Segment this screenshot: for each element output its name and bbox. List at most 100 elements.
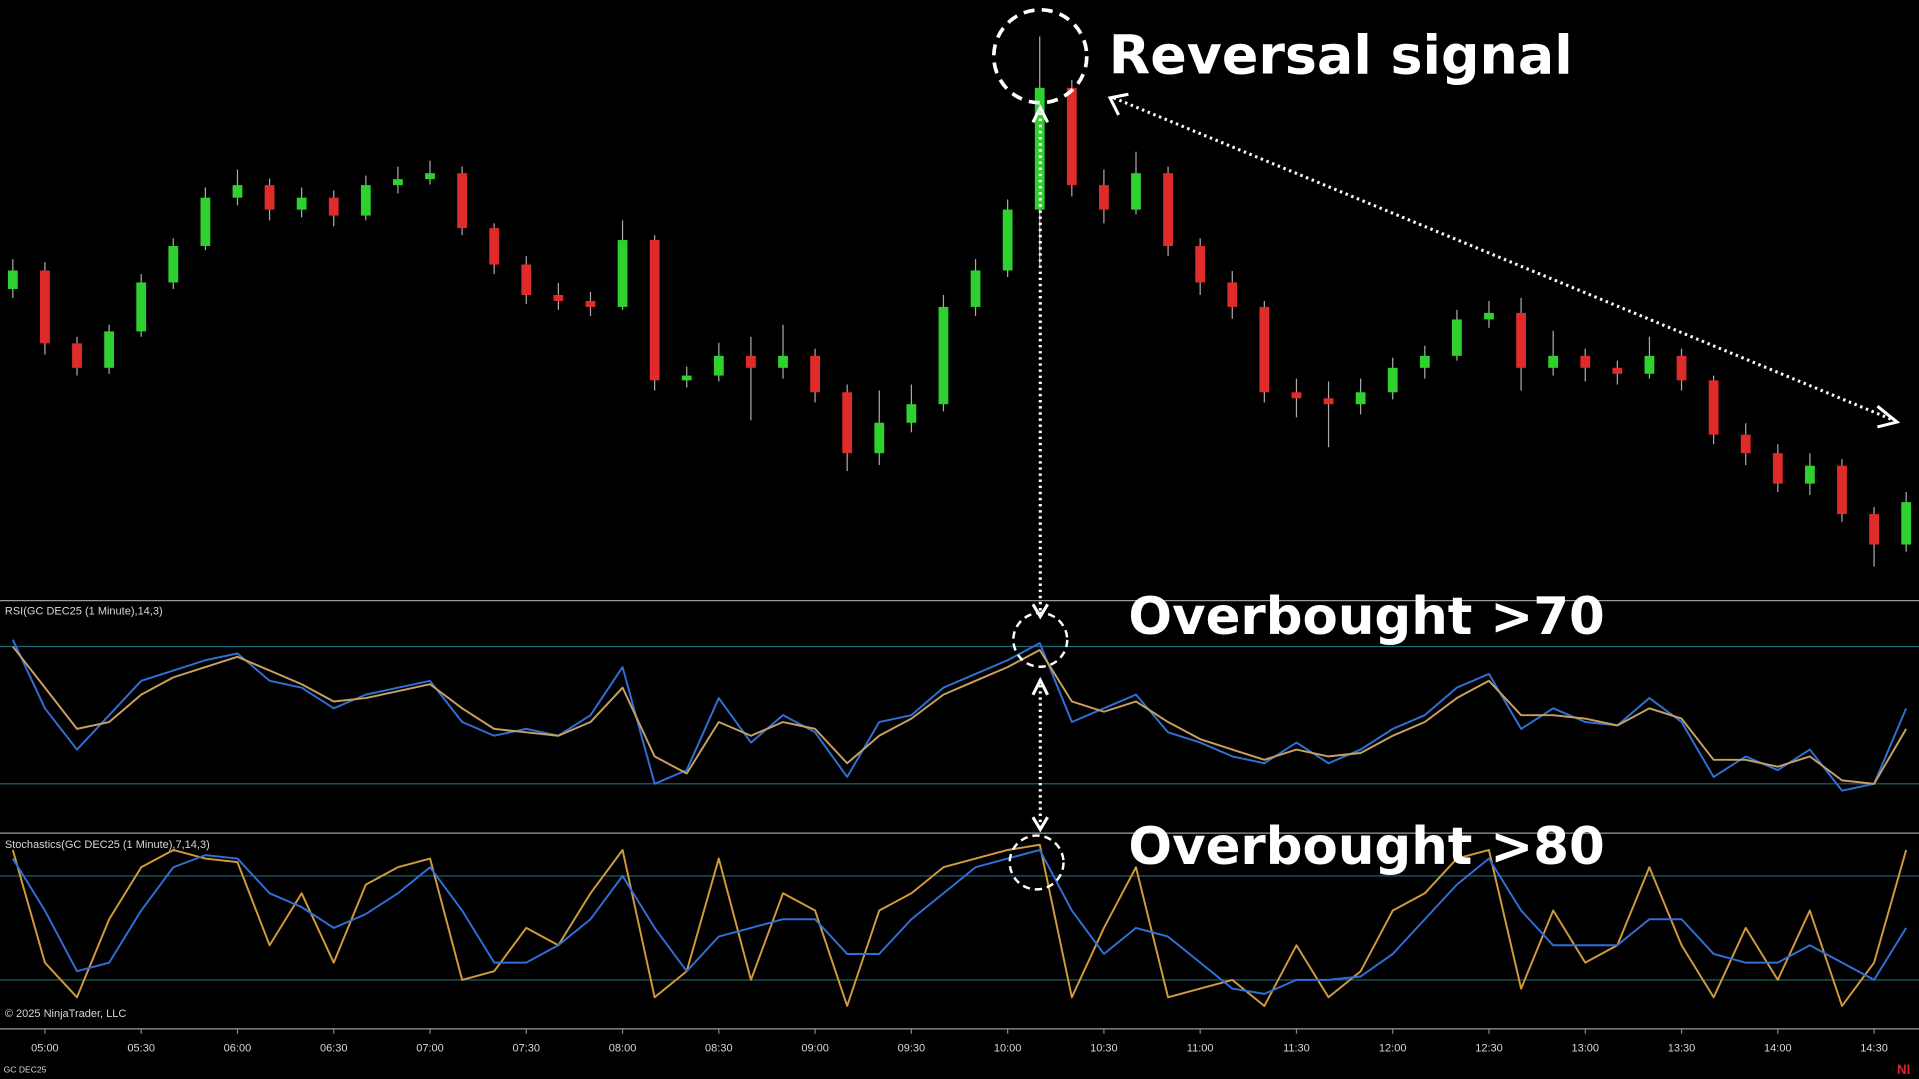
indicator-line — [11, 843, 1908, 1007]
candle-body — [1580, 355, 1591, 368]
candle-body — [1676, 355, 1687, 381]
candle-body — [264, 185, 275, 210]
candle-body — [168, 246, 179, 283]
arrow-head — [1031, 816, 1049, 833]
candle-body — [1066, 87, 1077, 186]
indicator-line — [12, 849, 1907, 995]
candle-body — [1323, 398, 1334, 405]
x-tick-label: 07:30 — [513, 1042, 541, 1054]
x-tick-label: 10:30 — [1090, 1042, 1118, 1054]
candle-body — [617, 240, 628, 307]
candle-body — [1259, 306, 1270, 393]
symbol-label: GC DEC25 — [4, 1065, 47, 1075]
x-tick-label: 05:00 — [31, 1042, 59, 1054]
highlight-circle — [1008, 834, 1065, 891]
marks: 05:00 05:30 06:00 06:30 07:00 07:30 08:00 08:30… — [0, 36, 1919, 1054]
candle-body — [1163, 173, 1173, 247]
candle-body — [104, 331, 115, 368]
x-tick-label: 07:00 — [416, 1042, 444, 1054]
annotation: Reversal signal — [1109, 23, 1573, 86]
candle-body — [393, 179, 403, 186]
candle-body — [906, 404, 917, 423]
candle-body — [1452, 319, 1462, 356]
candle-body — [1772, 453, 1783, 484]
x-tick-label: 11:30 — [1283, 1042, 1310, 1054]
candle-body — [810, 355, 820, 393]
candle-body — [296, 197, 307, 210]
annotation: Overbought >70 — [1128, 587, 1604, 647]
candle-body — [136, 282, 147, 332]
candle-body — [360, 185, 371, 216]
indicator-line — [11, 639, 1908, 792]
arrow-head — [1031, 104, 1049, 124]
arrow-head — [1876, 404, 1901, 429]
candle-body — [1516, 312, 1526, 368]
candle-body — [328, 197, 339, 216]
arrow-head — [1107, 92, 1129, 116]
annotation-circles — [991, 7, 1089, 891]
candle-body — [1099, 185, 1109, 210]
highlight-circle — [991, 7, 1089, 105]
candle-body — [746, 355, 756, 368]
arrow-head — [1031, 603, 1049, 620]
candle-body — [1740, 434, 1751, 454]
candle-body — [585, 300, 596, 307]
candle-body — [457, 173, 467, 229]
x-tick-label: 13:30 — [1668, 1042, 1696, 1054]
candle-body — [72, 343, 82, 368]
candle-body — [713, 355, 724, 376]
candle-body — [1195, 246, 1206, 283]
candle-body — [970, 270, 981, 307]
candle-body — [1708, 380, 1719, 435]
candle-body — [425, 173, 435, 180]
annotation: Overbought >80 — [1128, 817, 1604, 877]
candle-body — [553, 294, 564, 301]
x-tick-label: 10:00 — [994, 1042, 1022, 1054]
panel-title: RSI(GC DEC25 (1 Minute),14,3) — [5, 606, 163, 618]
x-tick-label: 13:00 — [1571, 1042, 1599, 1054]
candle-body — [938, 306, 949, 405]
x-tick-label: 05:30 — [127, 1042, 155, 1054]
highlight-circle — [1012, 611, 1069, 668]
candle-body — [1355, 392, 1366, 405]
annotation-arrows — [1038, 96, 1893, 827]
candle-body — [1227, 282, 1238, 307]
candle-body — [1804, 465, 1815, 484]
candle-body — [1644, 355, 1655, 374]
panel-title: Stochastics(GC DEC25 (1 Minute),7,14,3) — [5, 839, 210, 851]
candle-body — [681, 375, 692, 381]
candle-body — [1548, 355, 1559, 368]
arrow-heads — [1031, 92, 1901, 833]
x-tick-label: 09:30 — [898, 1042, 926, 1054]
x-tick-label: 12:00 — [1379, 1042, 1407, 1054]
candle-body — [649, 240, 660, 381]
candle-body — [842, 392, 853, 454]
candle-body — [1034, 87, 1045, 210]
x-tick-label: 06:30 — [320, 1042, 348, 1054]
x-tick-label: 11:00 — [1187, 1042, 1214, 1054]
candle-body — [1387, 367, 1398, 393]
candle-body — [1901, 502, 1912, 545]
candle-body — [7, 270, 18, 290]
candle-body — [1484, 312, 1494, 320]
brand-logo: NI — [1897, 1062, 1910, 1077]
candle-body — [1002, 209, 1013, 271]
candle-body — [1837, 465, 1847, 515]
candle-body — [40, 270, 50, 344]
candle-body — [1131, 173, 1141, 210]
copyright: © 2025 NinjaTrader, LLC — [5, 1008, 127, 1020]
candle-body — [778, 355, 788, 368]
candle-body — [1612, 367, 1623, 374]
candle-body — [521, 264, 532, 295]
x-tick-label: 08:00 — [609, 1042, 637, 1054]
x-tick-label: 14:30 — [1860, 1042, 1888, 1054]
candle-body — [489, 228, 500, 265]
x-tick-label: 09:00 — [801, 1042, 829, 1054]
candle-body — [1291, 392, 1302, 399]
candle-body — [1869, 514, 1879, 545]
x-tick-label: 12:30 — [1475, 1042, 1503, 1054]
x-tick-label: 14:00 — [1764, 1042, 1792, 1054]
